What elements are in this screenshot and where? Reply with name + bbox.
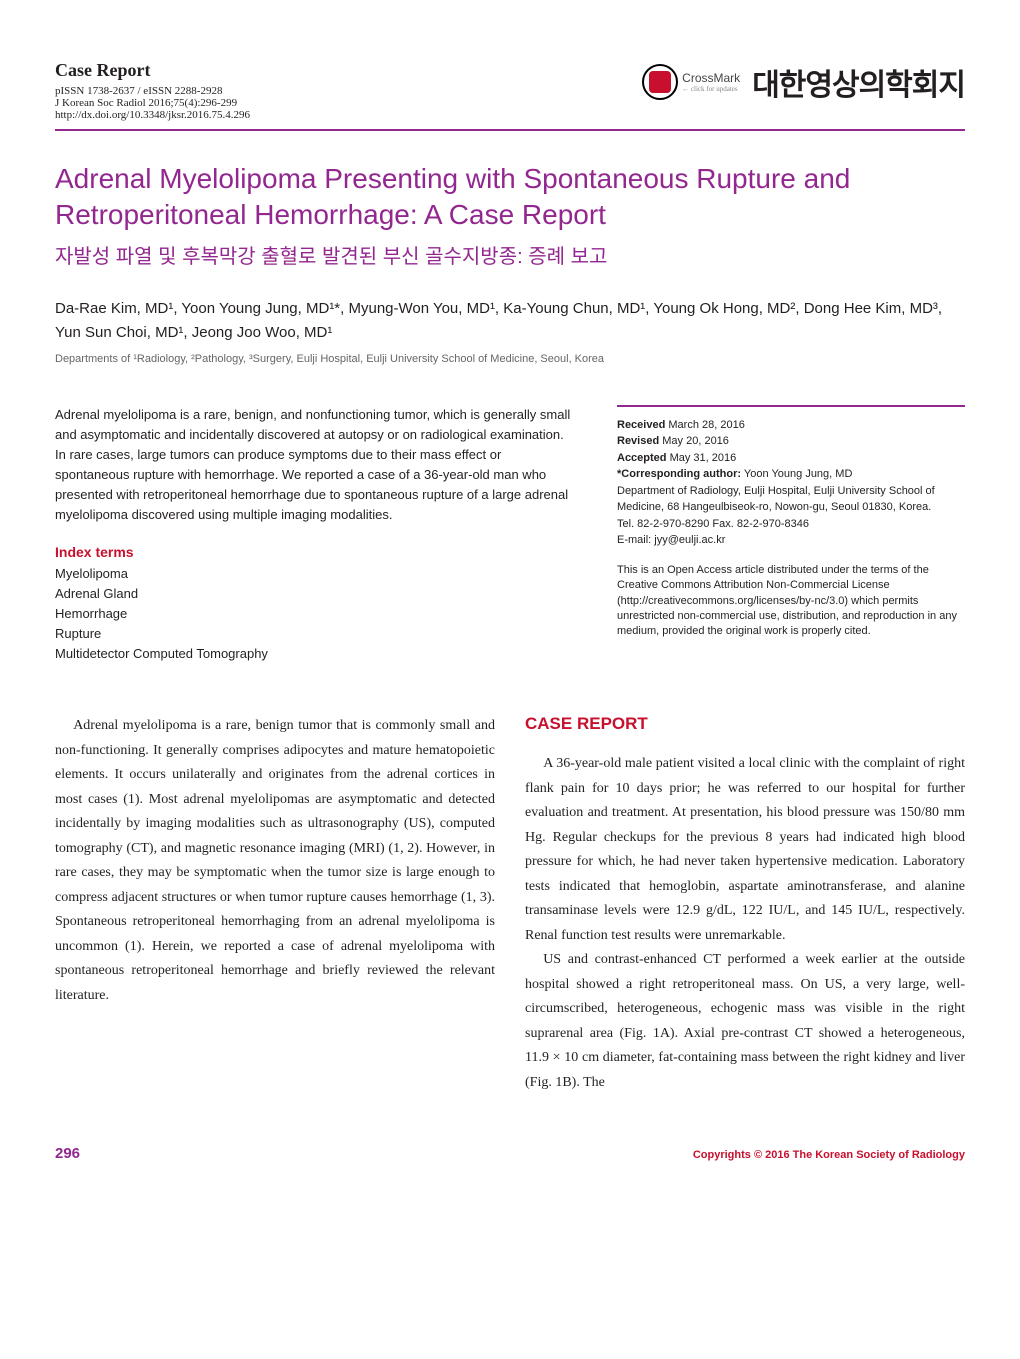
header-rule: [55, 129, 965, 131]
crossmark-label: CrossMark: [682, 71, 740, 85]
crossmark-sublabel: ← click for updates: [682, 85, 740, 93]
corresponding-label: *Corresponding author:: [617, 468, 741, 480]
article-title: Adrenal Myelolipoma Presenting with Spon…: [55, 161, 965, 234]
abstract-section: Adrenal myelolipoma is a rare, benign, a…: [55, 405, 965, 665]
copyright-text: Copyrights © 2016 The Korean Society of …: [693, 1149, 965, 1161]
revised-date: May 20, 2016: [662, 435, 729, 447]
body-column-left: Adrenal myelolipoma is a rare, benign tu…: [55, 714, 495, 1095]
accepted-date: May 31, 2016: [670, 452, 737, 464]
index-term: Hemorrhage: [55, 604, 577, 624]
crossmark-icon: [642, 64, 678, 100]
license-text: This is an Open Access article distribut…: [617, 563, 965, 640]
revised-label: Revised: [617, 435, 659, 447]
index-term: Adrenal Gland: [55, 584, 577, 604]
crossmark-badge[interactable]: CrossMark ← click for updates: [642, 64, 740, 100]
abstract-column: Adrenal myelolipoma is a rare, benign, a…: [55, 405, 577, 665]
issn-text: pISSN 1738-2637 / eISSN 2288-2928: [55, 85, 250, 97]
metadata-column: Received March 28, 2016 Revised May 20, …: [617, 405, 965, 665]
index-term: Multidetector Computed Tomography: [55, 644, 577, 664]
corresponding-address: Department of Radiology, Eulji Hospital,…: [617, 485, 935, 514]
header-right: CrossMark ← click for updates 대한영상의학회지: [642, 60, 965, 104]
index-terms-label: Index terms: [55, 544, 577, 560]
index-term: Rupture: [55, 624, 577, 644]
index-term: Myelolipoma: [55, 564, 577, 584]
accepted-label: Accepted: [617, 452, 667, 464]
received-label: Received: [617, 419, 665, 431]
doi-link: http://dx.doi.org/10.3348/jksr.2016.75.4…: [55, 109, 250, 121]
header-left: Case Report pISSN 1738-2637 / eISSN 2288…: [55, 60, 250, 121]
received-date: March 28, 2016: [668, 419, 744, 431]
journal-citation: J Korean Soc Radiol 2016;75(4):296-299: [55, 97, 250, 109]
case-paragraph-2: US and contrast-enhanced CT performed a …: [525, 948, 965, 1095]
body-column-right: CASE REPORT A 36-year-old male patient v…: [525, 714, 965, 1095]
index-terms-list: Myelolipoma Adrenal Gland Hemorrhage Rup…: [55, 564, 577, 665]
page-number: 296: [55, 1145, 80, 1162]
abstract-text: Adrenal myelolipoma is a rare, benign, a…: [55, 405, 577, 526]
corresponding-author: Yoon Young Jung, MD: [744, 468, 852, 480]
article-dates: Received March 28, 2016 Revised May 20, …: [617, 417, 965, 549]
body-section: Adrenal myelolipoma is a rare, benign tu…: [55, 714, 965, 1095]
case-paragraph-1: A 36-year-old male patient visited a loc…: [525, 752, 965, 948]
article-subtitle-korean: 자발성 파열 및 후복막강 출혈로 발견된 부신 골수지방종: 증례 보고: [55, 240, 965, 269]
intro-paragraph: Adrenal myelolipoma is a rare, benign tu…: [55, 714, 495, 1008]
page-footer: 296 Copyrights © 2016 The Korean Society…: [55, 1145, 965, 1162]
case-report-heading: CASE REPORT: [525, 714, 965, 734]
society-name: 대한영상의학회지: [752, 60, 965, 104]
page-header: Case Report pISSN 1738-2637 / eISSN 2288…: [55, 60, 965, 121]
corresponding-tel: Tel. 82-2-970-8290 Fax. 82-2-970-8346: [617, 518, 809, 530]
case-report-label: Case Report: [55, 60, 250, 81]
affiliations: Departments of ¹Radiology, ²Pathology, ³…: [55, 353, 965, 365]
corresponding-email: E-mail: jyy@eulji.ac.kr: [617, 534, 725, 546]
author-list: Da-Rae Kim, MD¹, Yoon Young Jung, MD¹*, …: [55, 297, 965, 345]
